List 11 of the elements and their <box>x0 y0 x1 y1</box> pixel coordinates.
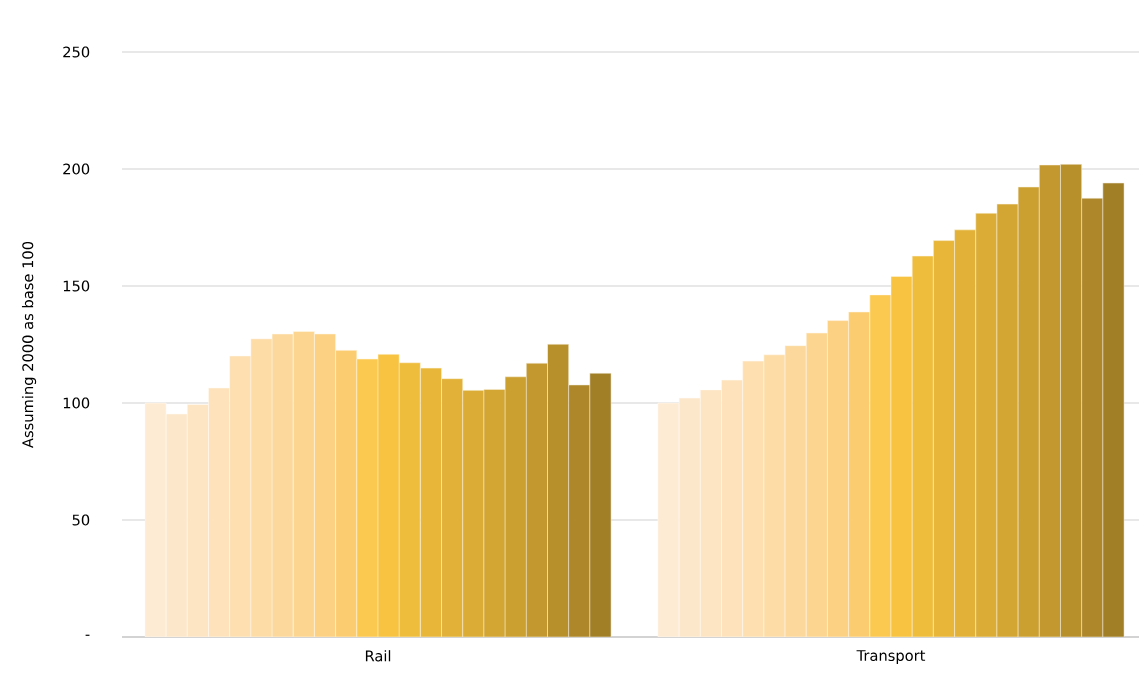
bar <box>848 311 871 637</box>
y-axis-title: Assuming 2000 as base 100 <box>21 241 37 448</box>
bar <box>335 350 358 637</box>
x-tick-label: Transport <box>856 650 926 664</box>
y-tick-label: 100 <box>63 397 90 409</box>
y-tick-label: - <box>85 634 90 636</box>
y-tick-label: 200 <box>63 163 90 175</box>
y-tick-label: 50 <box>72 514 90 526</box>
x-tick-label: Rail <box>365 650 391 662</box>
y-tick-label: 250 <box>63 46 90 58</box>
y-tick-label: 150 <box>63 280 90 292</box>
